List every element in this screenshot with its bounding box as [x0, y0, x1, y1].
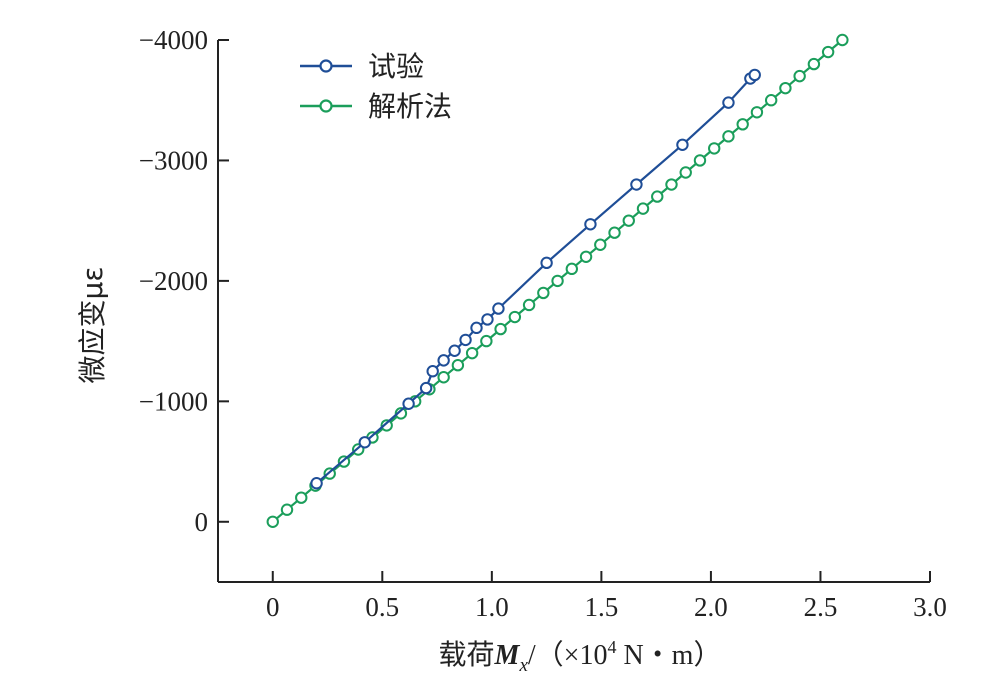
x-axis-title-prefix: 载荷 — [439, 638, 495, 671]
data-point — [266, 515, 279, 528]
legend-item-test: 试验 — [300, 50, 424, 83]
x-axis-title-unit: N・m） — [616, 639, 721, 671]
data-point — [508, 310, 522, 324]
data-point — [708, 142, 721, 155]
y-tick-label: −1000 — [139, 386, 208, 416]
data-point — [821, 45, 835, 59]
y-tick-label: 0 — [195, 507, 209, 537]
data-point — [764, 94, 778, 107]
data-point — [836, 33, 849, 47]
legend-item-analytic: 解析法 — [300, 90, 452, 123]
data-point — [565, 262, 579, 276]
data-point — [451, 359, 465, 372]
data-point — [722, 96, 735, 109]
data-point — [651, 190, 664, 203]
data-point — [459, 333, 472, 347]
data-point — [402, 397, 415, 410]
data-point — [676, 138, 689, 151]
legend-marker-analytic — [319, 99, 333, 113]
data-point — [636, 202, 650, 215]
x-tick-label: 1.5 — [585, 592, 619, 622]
legend: 试验 解析法 — [300, 50, 452, 123]
data-point — [608, 226, 621, 239]
data-point — [295, 491, 308, 504]
y-ticks: 0 −1000 −2000 −3000 −4000 — [139, 25, 229, 537]
data-point — [537, 286, 550, 300]
data-point — [437, 354, 450, 367]
x-tick-label: 2.5 — [804, 592, 838, 622]
data-point — [551, 274, 564, 288]
series-0 — [310, 68, 761, 490]
data-point — [426, 365, 439, 378]
data-point — [280, 503, 294, 516]
data-point — [722, 130, 735, 143]
legend-marker-test — [319, 59, 333, 73]
data-point — [470, 321, 483, 335]
x-axis-title-subscript: x — [518, 655, 528, 676]
data-point — [394, 407, 408, 420]
data-point — [358, 436, 371, 449]
y-tick-label: −3000 — [139, 145, 208, 175]
data-point — [480, 334, 493, 348]
data-point — [540, 256, 553, 270]
data-point — [310, 477, 323, 490]
data-point — [679, 166, 692, 179]
x-tick-label: 2.0 — [694, 592, 728, 622]
data-point — [481, 313, 494, 326]
y-tick-label: −2000 — [139, 266, 208, 296]
data-point — [736, 118, 749, 131]
data-point — [622, 214, 635, 227]
x-axis-title-exponent: 4 — [607, 637, 616, 657]
data-point — [630, 178, 643, 191]
x-tick-label: 0.5 — [365, 592, 399, 622]
data-point — [807, 57, 821, 71]
x-axis-title-variable: M — [494, 640, 521, 671]
data-point — [419, 381, 433, 395]
data-point — [693, 154, 707, 167]
data-point — [380, 419, 393, 432]
data-point — [522, 298, 536, 312]
data-point — [793, 69, 806, 83]
data-point — [437, 371, 450, 384]
axes — [217, 40, 930, 583]
data-point — [492, 302, 505, 315]
data-point — [748, 68, 761, 82]
data-point — [584, 218, 597, 231]
y-axis-title: 微应变με — [76, 267, 109, 384]
x-tick-label: 0 — [266, 592, 280, 622]
legend-label-analytic: 解析法 — [368, 90, 452, 123]
data-point — [448, 344, 461, 357]
x-axis-title: 载荷Mx/（×104 N・m） — [439, 637, 722, 676]
data-point — [779, 81, 792, 95]
x-axis-title-suffix: /（×10 — [528, 639, 608, 671]
data-point — [750, 106, 764, 119]
data-point — [465, 346, 479, 360]
data-point — [494, 322, 507, 336]
y-tick-label: −4000 — [139, 25, 208, 55]
x-tick-label: 3.0 — [913, 592, 947, 622]
x-ticks: 0 0.5 1.0 1.5 2.0 2.5 3.0 — [266, 571, 947, 622]
data-point — [579, 250, 593, 263]
legend-label-test: 试验 — [368, 50, 424, 83]
x-tick-label: 1.0 — [475, 592, 509, 622]
series-1 — [266, 33, 849, 528]
series-layer — [266, 33, 849, 528]
data-point — [665, 178, 678, 191]
data-point — [594, 238, 607, 251]
